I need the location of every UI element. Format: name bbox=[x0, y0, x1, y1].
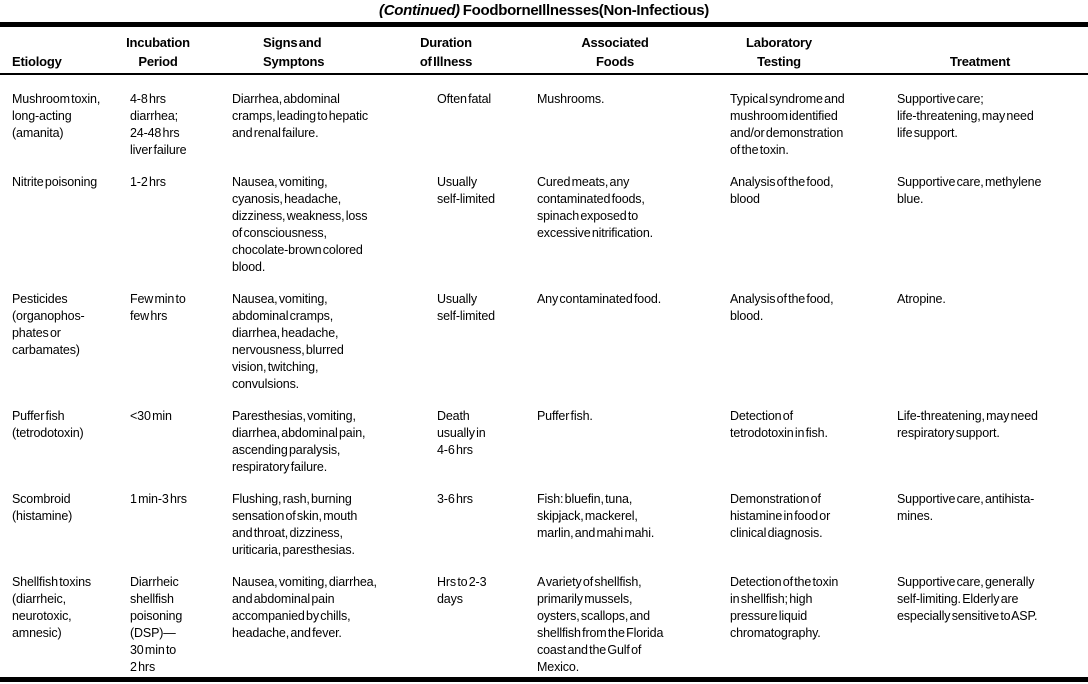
cell-foods: Cured meats, any contaminated foods, spi… bbox=[537, 175, 653, 240]
title-continued-label: (Continued ) bbox=[379, 2, 460, 19]
cell-duration: Usually self-limited bbox=[437, 175, 495, 206]
cell-foods: Fish: bluefin, tuna, skipjack, mackerel,… bbox=[537, 492, 655, 540]
table-row-nitrite-poisoning: Nitrite poisoning 1-2 hrs Nausea, vomiti… bbox=[12, 174, 1088, 276]
table-row-puffer-fish: Puffer fish (tetrodotoxin) <30 min Pares… bbox=[12, 408, 1088, 476]
cell-signs: Nausea, vomiting, abdominal cramps, diar… bbox=[232, 292, 344, 391]
cell-incubation: Few min to few hrs bbox=[130, 292, 186, 323]
cell-signs: Nausea, vomiting, diarrhea, and abdomina… bbox=[232, 575, 377, 640]
cell-signs: Diarrhea, abdominal cramps, leading to h… bbox=[232, 92, 369, 140]
cell-treatment: Supportive care, generally self-limiting… bbox=[897, 575, 1038, 623]
column-header-incubation: Incubation Period bbox=[126, 35, 190, 69]
cell-foods: Mushrooms. bbox=[537, 92, 605, 106]
cell-signs: Paresthesias, vomiting, diarrhea, abdomi… bbox=[232, 409, 366, 474]
cell-treatment: Supportive care; life-threatening, may n… bbox=[897, 92, 1034, 140]
table-row-scombroid: Scombroid (histamine) 1 min-3 hrs Flushi… bbox=[12, 491, 1088, 559]
cell-duration: Hrs to 2-3 days bbox=[437, 575, 487, 606]
table-header-row: Etiology Incubation Period Signs and Sym… bbox=[0, 27, 1088, 73]
cell-lab: Detection of tetrodotoxin in fish. bbox=[730, 409, 828, 440]
cell-treatment: Supportive care, antihista- mines. bbox=[897, 492, 1035, 523]
cell-signs: Nausea, vomiting, cyanosis, headache, di… bbox=[232, 175, 368, 274]
cell-signs: Flushing, rash, burning sensation of ski… bbox=[232, 492, 358, 557]
table-row-pesticides: Pesticides (organophos- phates or carbam… bbox=[12, 291, 1088, 393]
table-title: (Continued ) Foodborne Illnesses (Non-Inf… bbox=[0, 0, 1088, 20]
title-main-label: Foodborne Illnesses (Non-Infectious) bbox=[462, 2, 710, 19]
column-header-foods: Associated Foods bbox=[581, 35, 649, 69]
cell-duration: 3-6 hrs bbox=[437, 492, 473, 506]
cell-incubation: 4-8 hrs diarrhea; 24-48 hrs liver failur… bbox=[130, 92, 187, 157]
header-rule bbox=[0, 73, 1088, 75]
column-header-duration: Duration of Illness bbox=[419, 35, 473, 69]
cell-incubation: 1-2 hrs bbox=[130, 175, 166, 189]
column-header-signs: Signs and Symptons bbox=[263, 35, 325, 69]
table-row-shellfish-toxins: Shellfish toxins (diarrheic, neurotoxic,… bbox=[12, 574, 1088, 676]
cell-lab: Demonstration of histamine in food or cl… bbox=[730, 492, 831, 540]
cell-etiology: Shellfish toxins (diarrheic, neurotoxic,… bbox=[12, 575, 91, 640]
cell-incubation: Diarrheic shellfish poisoning (DSP)— 30 … bbox=[130, 575, 183, 674]
cell-lab: Detection of the toxin in shellfish; hig… bbox=[730, 575, 839, 640]
column-header-treatment: Treatment bbox=[949, 54, 1011, 69]
cell-etiology: Nitrite poisoning bbox=[12, 175, 98, 189]
bottom-rule bbox=[0, 677, 1088, 682]
cell-etiology: Puffer fish (tetrodotoxin) bbox=[12, 409, 84, 440]
cell-lab: Typical syndrome and mushroom identified… bbox=[730, 92, 845, 157]
cell-foods: A variety of shellfish, primarily mussel… bbox=[537, 575, 664, 674]
table-row-mushroom-toxin: Mushroom toxin, long-acting (amanita) 4-… bbox=[12, 91, 1088, 159]
cell-etiology: Pesticides (organophos- phates or carbam… bbox=[12, 292, 85, 357]
cell-treatment: Atropine. bbox=[897, 292, 946, 306]
cell-duration: Death usually in 4-6 hrs bbox=[437, 409, 486, 457]
cell-etiology: Scombroid (histamine) bbox=[12, 492, 73, 523]
cell-incubation: <30 min bbox=[130, 409, 172, 423]
column-header-lab: Laboratory Testing bbox=[746, 35, 812, 69]
cell-foods: Any contaminated food. bbox=[537, 292, 662, 306]
table-body: Mushroom toxin, long-acting (amanita) 4-… bbox=[0, 75, 1088, 676]
cell-lab: Analysis of the food, blood bbox=[730, 175, 834, 206]
cell-foods: Puffer fish. bbox=[537, 409, 593, 423]
cell-treatment: Life-threatening, may need respiratory s… bbox=[897, 409, 1038, 440]
cell-incubation: 1 min-3 hrs bbox=[130, 492, 187, 506]
column-header-etiology: Etiology bbox=[12, 54, 62, 69]
cell-duration: Usually self-limited bbox=[437, 292, 495, 323]
top-rule bbox=[0, 22, 1088, 27]
cell-etiology: Mushroom toxin, long-acting (amanita) bbox=[12, 92, 101, 140]
cell-lab: Analysis of the food, blood. bbox=[730, 292, 834, 323]
cell-treatment: Supportive care, methylene blue. bbox=[897, 175, 1042, 206]
cell-duration: Often fatal bbox=[437, 92, 492, 106]
